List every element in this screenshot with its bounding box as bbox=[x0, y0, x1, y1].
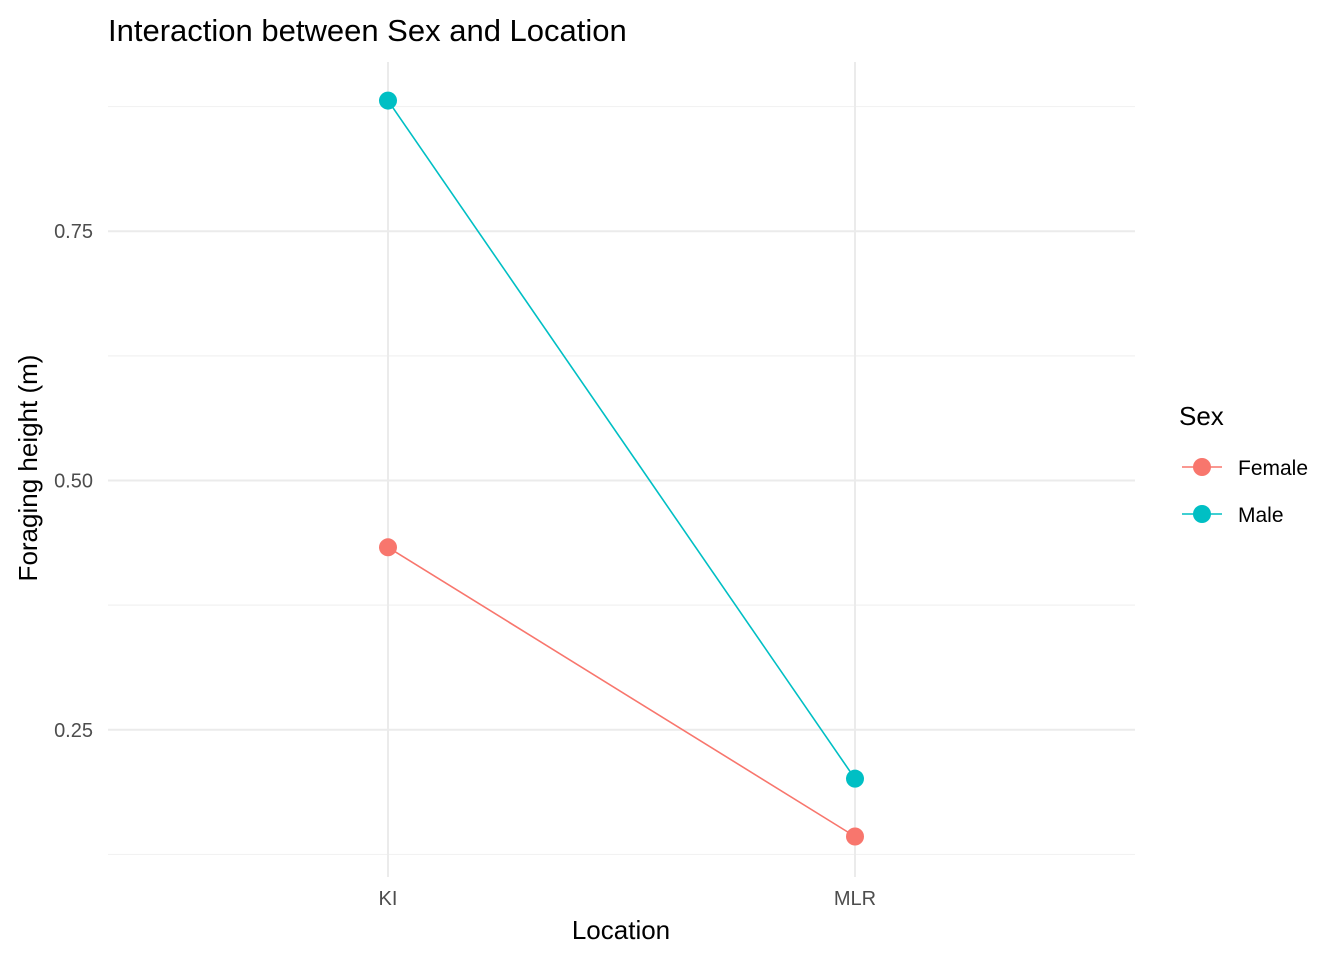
x-tick-label: KI bbox=[379, 888, 398, 910]
y-tick-label: 0.75 bbox=[54, 221, 93, 243]
legend-items: Female Male bbox=[1182, 457, 1308, 527]
legend-label: Male bbox=[1238, 504, 1284, 527]
legend-key-point bbox=[1193, 458, 1211, 476]
y-tick-label: 0.50 bbox=[54, 471, 93, 493]
legend-label: Female bbox=[1238, 457, 1308, 480]
legend-item-male: Male bbox=[1182, 504, 1284, 527]
legend-key-point bbox=[1193, 505, 1211, 523]
series-points bbox=[379, 91, 864, 846]
series-line-female bbox=[387, 546, 856, 838]
plot-grid bbox=[108, 62, 1135, 877]
y-tick-label: 0.25 bbox=[54, 720, 93, 742]
series-lines bbox=[387, 100, 856, 838]
data-point-female-mlr bbox=[846, 827, 864, 846]
data-point-male-mlr bbox=[846, 769, 864, 788]
data-point-male-ki bbox=[379, 91, 397, 110]
legend-title: Sex bbox=[1179, 401, 1224, 431]
x-tick-label: MLR bbox=[834, 888, 876, 910]
y-axis-title: Foraging height (m) bbox=[13, 355, 43, 582]
y-axis-tick-labels: 0.25 0.50 0.75 bbox=[54, 221, 93, 742]
data-point-female-ki bbox=[379, 538, 397, 557]
legend: Sex Female Male bbox=[1179, 401, 1308, 527]
legend-item-female: Female bbox=[1182, 457, 1308, 480]
chart-title: Interaction between Sex and Location bbox=[108, 13, 627, 48]
x-axis-title: Location bbox=[572, 915, 670, 945]
x-axis-tick-labels: KI MLR bbox=[379, 888, 877, 910]
series-line-male bbox=[387, 100, 856, 780]
